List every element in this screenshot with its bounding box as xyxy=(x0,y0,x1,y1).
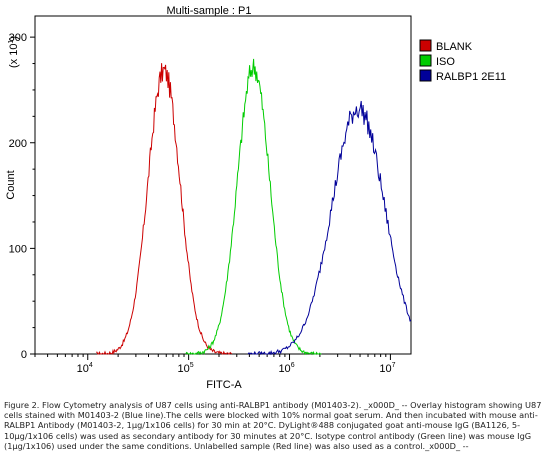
chart-title: Multi-sample : P1 xyxy=(167,5,252,17)
x-tick-label-0: 104 xyxy=(77,362,93,375)
histogram-lines xyxy=(96,58,412,356)
y-axis-label: Count xyxy=(5,170,17,199)
series-line-ralbp1-2e11 xyxy=(247,100,412,356)
x-axis-label: FITC-A xyxy=(206,379,242,391)
legend-swatch-0 xyxy=(419,39,432,52)
legend: BLANK ISO RALBP1 2E11 xyxy=(419,39,506,83)
y-tick-label-1: 100 xyxy=(9,243,27,255)
x-axis-ticks: 104 105 106 107 xyxy=(34,354,396,375)
x-tick-label-2: 106 xyxy=(278,362,294,375)
y-axis-ticks: 0 100 200 300 xyxy=(9,32,35,361)
y-tick-label-2: 200 xyxy=(9,138,27,150)
legend-label-0: BLANK xyxy=(436,41,473,53)
x-tick-label-1: 105 xyxy=(178,362,194,375)
y-tick-label-0: 0 xyxy=(21,349,27,361)
legend-label-2: RALBP1 2E11 xyxy=(436,71,506,83)
figure-caption: Figure 2. Flow Cytometry analysis of U87… xyxy=(4,400,542,451)
series-line-iso xyxy=(185,58,322,356)
series-line-blank xyxy=(96,63,233,355)
y-multiplier-label: (x 101) xyxy=(8,36,20,68)
x-tick-label-3: 107 xyxy=(379,362,395,375)
legend-swatch-2 xyxy=(419,69,432,82)
legend-label-1: ISO xyxy=(436,56,455,68)
legend-swatch-1 xyxy=(419,54,432,67)
y-tick-label-3: 300 xyxy=(9,32,27,44)
